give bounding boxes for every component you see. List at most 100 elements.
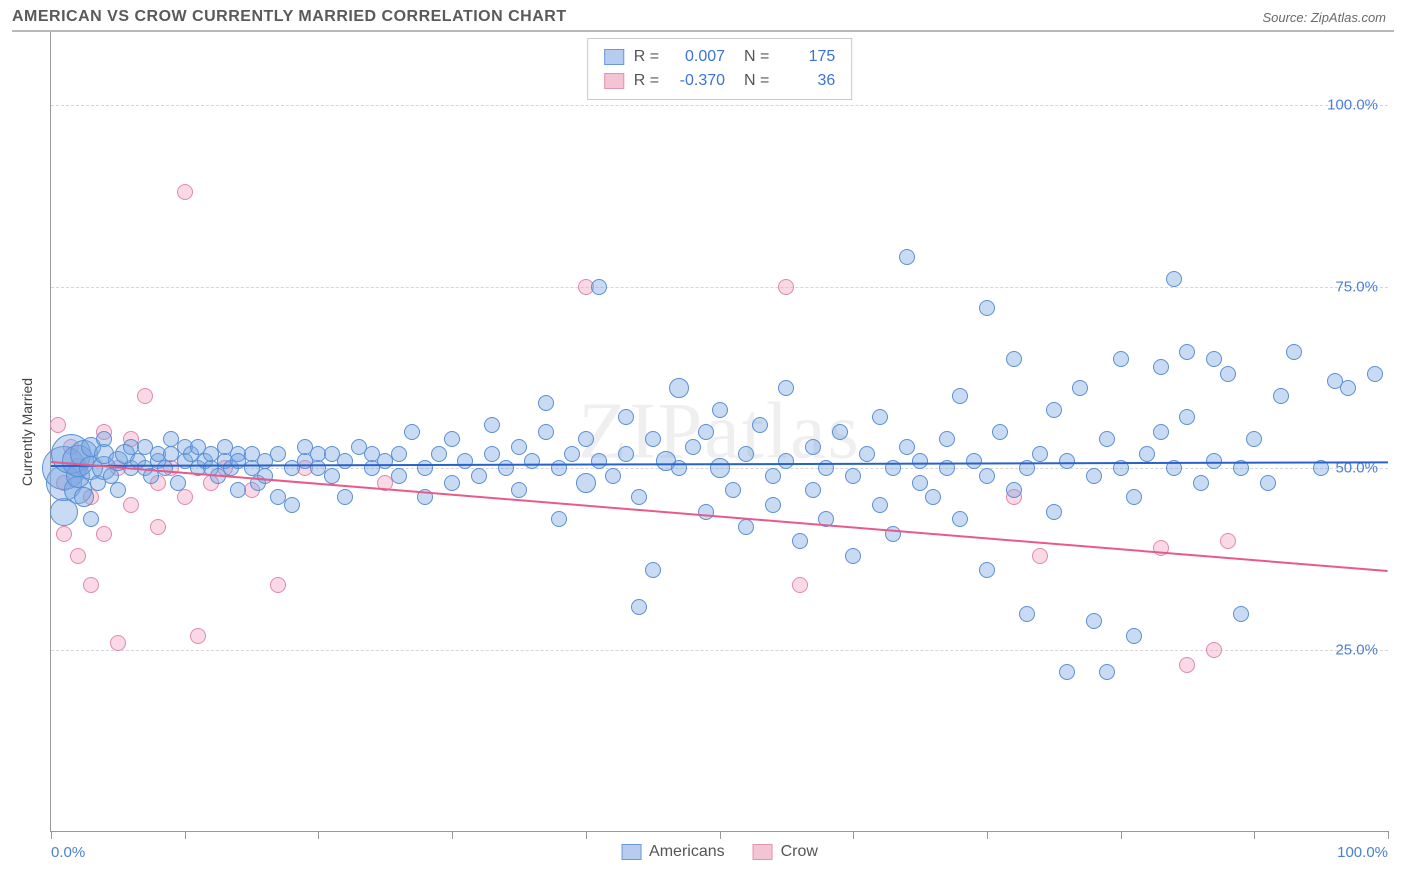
data-point: [1179, 409, 1195, 425]
x-tick: [185, 831, 186, 839]
data-point: [391, 446, 407, 462]
y-tick-label: 100.0%: [1327, 96, 1378, 113]
gridline: [51, 650, 1388, 651]
data-point: [712, 402, 728, 418]
data-point: [123, 497, 139, 513]
legend-label: Crow: [781, 843, 818, 861]
x-tick-label: 0.0%: [51, 844, 85, 861]
x-tick: [1388, 831, 1389, 839]
data-point: [1126, 628, 1142, 644]
data-point: [177, 184, 193, 200]
data-point: [270, 446, 286, 462]
data-point: [1099, 431, 1115, 447]
data-point: [484, 417, 500, 433]
data-point: [56, 526, 72, 542]
data-point: [738, 446, 754, 462]
data-point: [1059, 453, 1075, 469]
data-point: [1206, 642, 1222, 658]
y-tick-label: 25.0%: [1335, 642, 1378, 659]
data-point: [270, 577, 286, 593]
data-point: [685, 439, 701, 455]
data-point: [952, 388, 968, 404]
legend: Americans Crow: [621, 843, 818, 861]
data-point: [578, 431, 594, 447]
data-point: [778, 453, 794, 469]
data-point: [524, 453, 540, 469]
data-point: [912, 475, 928, 491]
data-point: [137, 388, 153, 404]
data-point: [645, 562, 661, 578]
data-point: [1019, 606, 1035, 622]
data-point: [792, 533, 808, 549]
data-point: [1153, 424, 1169, 440]
data-point: [538, 395, 554, 411]
data-point: [157, 460, 173, 476]
data-point: [1006, 351, 1022, 367]
stat-label: N =: [735, 45, 769, 69]
chart-title: AMERICAN VS CROW CURRENTLY MARRIED CORRE…: [12, 8, 567, 26]
stat-label: R =: [634, 45, 659, 69]
stat-r-value: -0.370: [669, 69, 725, 93]
data-point: [96, 526, 112, 542]
data-point: [765, 468, 781, 484]
data-point: [765, 497, 781, 513]
legend-swatch: [753, 844, 773, 860]
chart-header: AMERICAN VS CROW CURRENTLY MARRIED CORRE…: [0, 0, 1406, 30]
data-point: [710, 458, 730, 478]
data-point: [1166, 271, 1182, 287]
data-point: [457, 453, 473, 469]
data-point: [50, 417, 66, 433]
data-point: [324, 468, 340, 484]
data-point: [110, 635, 126, 651]
data-point: [1046, 504, 1062, 520]
x-tick: [586, 831, 587, 839]
data-point: [257, 468, 273, 484]
data-point: [752, 417, 768, 433]
data-point: [190, 628, 206, 644]
data-point: [74, 487, 94, 507]
data-point: [83, 577, 99, 593]
data-point: [337, 453, 353, 469]
legend-item: Crow: [753, 843, 818, 861]
data-point: [698, 504, 714, 520]
legend-swatch: [604, 49, 624, 65]
data-point: [952, 511, 968, 527]
data-point: [1086, 613, 1102, 629]
data-point: [618, 446, 634, 462]
stat-n-value: 175: [779, 45, 835, 69]
x-tick: [51, 831, 52, 839]
data-point: [230, 482, 246, 498]
legend-item: Americans: [621, 843, 725, 861]
data-point: [591, 453, 607, 469]
data-point: [1233, 606, 1249, 622]
data-point: [899, 249, 915, 265]
data-point: [939, 431, 955, 447]
data-point: [1220, 533, 1236, 549]
data-point: [845, 548, 861, 564]
data-point: [564, 446, 580, 462]
data-point: [1032, 548, 1048, 564]
data-point: [618, 409, 634, 425]
data-point: [284, 497, 300, 513]
data-point: [1086, 468, 1102, 484]
data-point: [431, 446, 447, 462]
data-point: [872, 409, 888, 425]
data-point: [979, 562, 995, 578]
gridline: [51, 287, 1388, 288]
data-point: [1367, 366, 1383, 382]
x-tick: [720, 831, 721, 839]
stat-n-value: 36: [779, 69, 835, 93]
data-point: [444, 475, 460, 491]
correlation-stats-box: R =0.007 N =175R =-0.370 N =36: [587, 38, 853, 100]
legend-swatch: [621, 844, 641, 860]
legend-label: Americans: [649, 843, 725, 861]
data-point: [792, 577, 808, 593]
data-point: [391, 468, 407, 484]
data-point: [70, 548, 86, 564]
data-point: [1179, 657, 1195, 673]
data-point: [1153, 359, 1169, 375]
data-point: [778, 279, 794, 295]
x-tick: [853, 831, 854, 839]
data-point: [1260, 475, 1276, 491]
data-point: [484, 446, 500, 462]
